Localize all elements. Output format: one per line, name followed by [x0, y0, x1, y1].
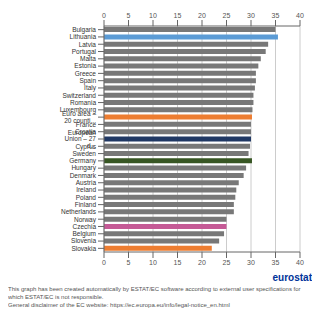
svg-text:40: 40 — [296, 12, 304, 19]
svg-text:Slovakia: Slovakia — [71, 245, 96, 252]
svg-text:France: France — [76, 121, 97, 128]
svg-text:Denmark: Denmark — [70, 172, 97, 179]
svg-text:Lithuania: Lithuania — [70, 33, 97, 40]
svg-text:Poland: Poland — [76, 194, 97, 201]
svg-text:Netherlands: Netherlands — [61, 208, 97, 215]
svg-text:Ireland: Ireland — [76, 186, 96, 193]
svg-text:Greece: Greece — [75, 70, 97, 77]
svg-text:25: 25 — [223, 12, 231, 19]
svg-text:Slovenia: Slovenia — [71, 237, 96, 244]
svg-text:20: 20 — [198, 259, 206, 266]
svg-text:5: 5 — [127, 259, 131, 266]
svg-text:30: 30 — [247, 259, 255, 266]
svg-text:20: 20 — [198, 12, 206, 19]
svg-text:40: 40 — [296, 259, 304, 266]
svg-text:0: 0 — [102, 259, 106, 266]
svg-text:25: 25 — [223, 259, 231, 266]
svg-text:10: 10 — [149, 259, 157, 266]
svg-text:35: 35 — [272, 12, 280, 19]
svg-text:Malta: Malta — [80, 55, 96, 62]
svg-text:35: 35 — [272, 259, 280, 266]
svg-text:Czechia: Czechia — [73, 223, 97, 230]
svg-text:10: 10 — [149, 12, 157, 19]
svg-text:Romania: Romania — [70, 99, 96, 106]
svg-text:Switzerland: Switzerland — [62, 92, 96, 99]
svg-text:Finland: Finland — [75, 201, 97, 208]
svg-text:Austria: Austria — [76, 179, 97, 186]
svg-text:5: 5 — [127, 12, 131, 19]
svg-text:0: 0 — [102, 12, 106, 19]
svg-text:15: 15 — [174, 12, 182, 19]
svg-text:30: 30 — [247, 12, 255, 19]
svg-text:Estonia: Estonia — [74, 62, 96, 69]
svg-text:Sweden: Sweden — [73, 150, 97, 157]
svg-text:15: 15 — [174, 259, 182, 266]
svg-text:Latvia: Latvia — [79, 41, 97, 48]
